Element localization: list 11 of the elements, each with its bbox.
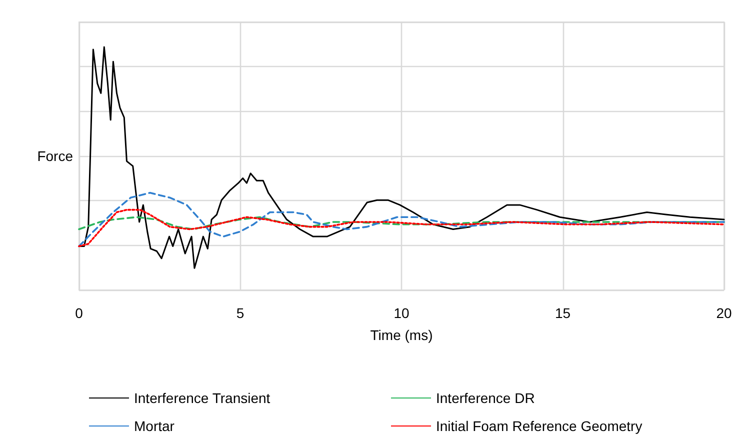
y-axis-title: Force	[37, 148, 74, 164]
legend-label: Interference Transient	[134, 390, 270, 406]
x-tick-label: 10	[394, 305, 410, 321]
legend-label: Initial Foam Reference Geometry	[436, 418, 642, 434]
legend-label: Interference DR	[436, 390, 535, 406]
x-axis-title: Time (ms)	[370, 327, 433, 343]
x-tick-label: 20	[716, 305, 732, 321]
legend-label: Mortar	[134, 418, 175, 434]
x-tick-label: 15	[554, 305, 571, 321]
x-tick-label: 0	[75, 305, 84, 321]
x-tick-label: 5	[236, 305, 244, 321]
